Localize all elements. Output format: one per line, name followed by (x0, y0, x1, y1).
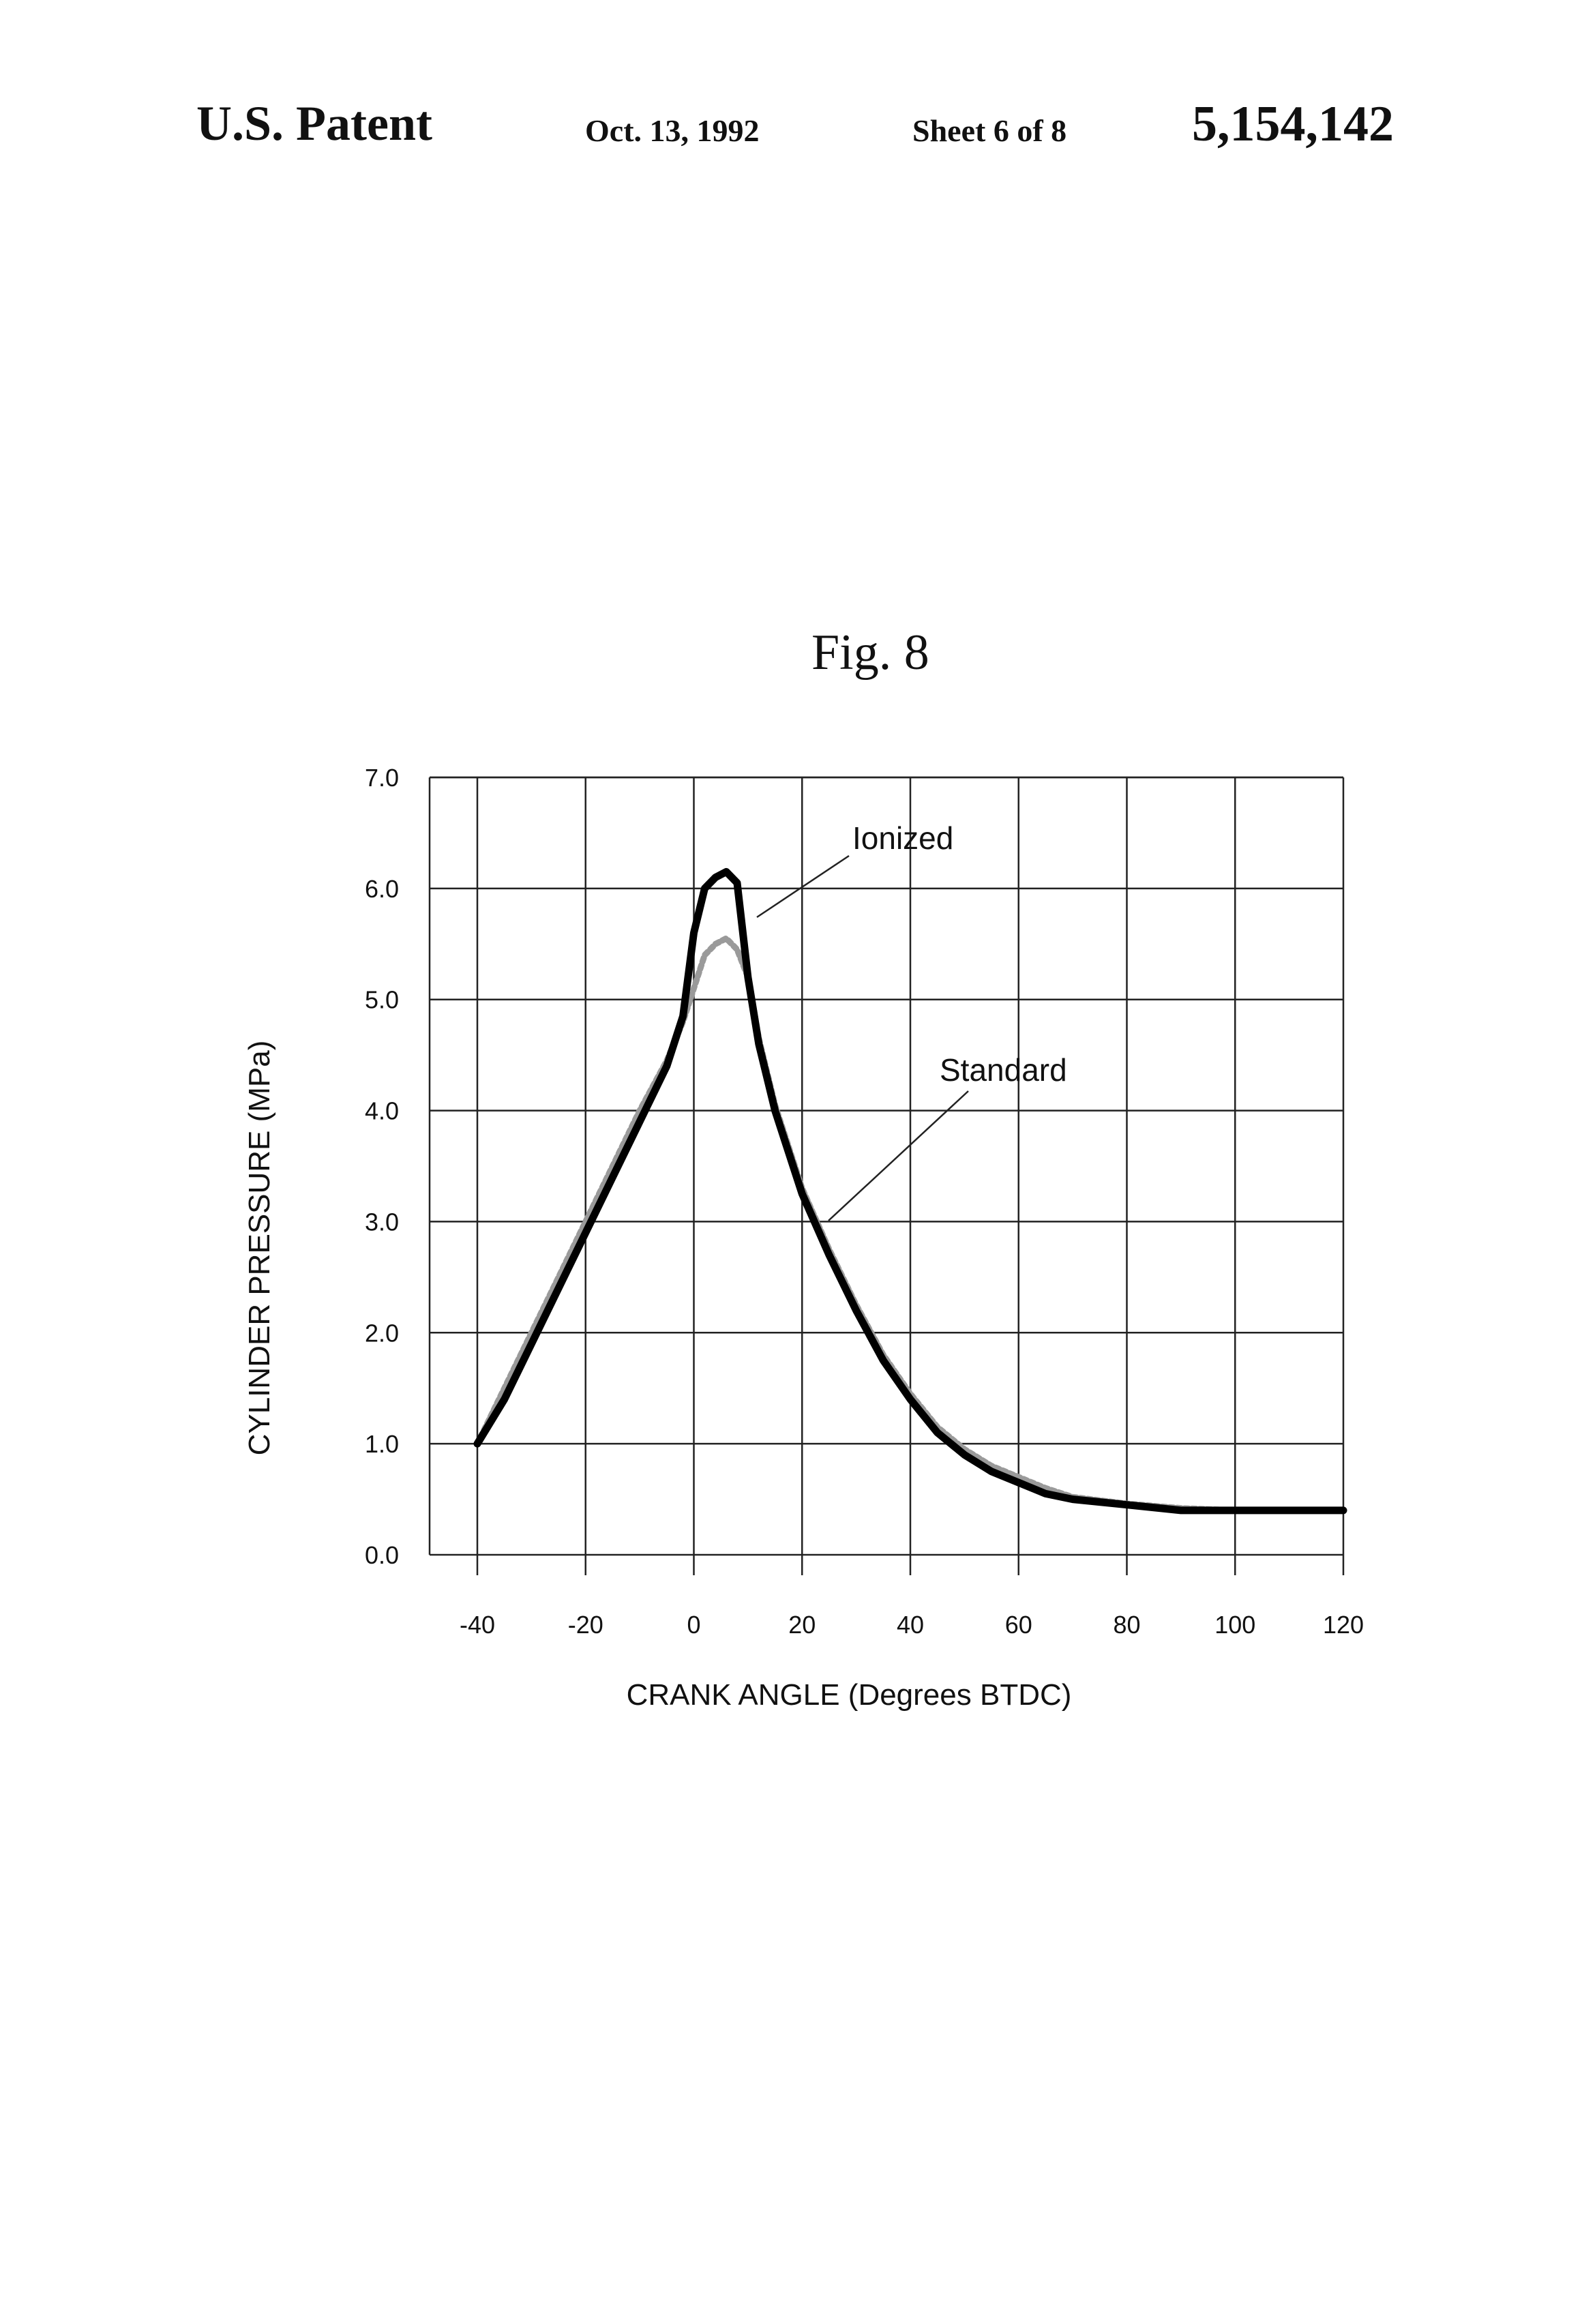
x-tick-label: 80 (1113, 1611, 1140, 1639)
x-axis-ticks: -40 -20 0 20 40 60 80 100 120 (460, 1611, 1364, 1639)
chart-annotations: Ionized Standard (757, 820, 1067, 1221)
x-tick-label: 20 (788, 1611, 816, 1639)
x-tick-label: 0 (687, 1611, 700, 1639)
x-tick-label: -40 (460, 1611, 495, 1639)
x-tick-label: 40 (897, 1611, 924, 1639)
y-tick-label: 1.0 (365, 1430, 399, 1458)
chart-grid (430, 777, 1343, 1575)
x-tick-label: 60 (1005, 1611, 1032, 1639)
y-axis-title: CYLINDER PRESSURE (MPa) (243, 1041, 276, 1456)
annotation-standard: Standard (940, 1052, 1067, 1088)
y-tick-label: 3.0 (365, 1208, 399, 1236)
y-tick-label: 6.0 (365, 875, 399, 903)
y-axis-ticks: 0.0 1.0 2.0 3.0 4.0 5.0 6.0 7.0 (365, 764, 399, 1569)
x-tick-label: -20 (568, 1611, 603, 1639)
x-tick-label: 120 (1323, 1611, 1364, 1639)
y-tick-label: 2.0 (365, 1319, 399, 1347)
annotation-ionized: Ionized (852, 820, 953, 856)
y-tick-label: 5.0 (365, 986, 399, 1014)
x-axis-title: CRANK ANGLE (Degrees BTDC) (627, 1678, 1072, 1712)
x-tick-label: 100 (1214, 1611, 1255, 1639)
y-tick-label: 0.0 (365, 1541, 399, 1569)
y-tick-label: 7.0 (365, 764, 399, 792)
y-tick-label: 4.0 (365, 1097, 399, 1125)
